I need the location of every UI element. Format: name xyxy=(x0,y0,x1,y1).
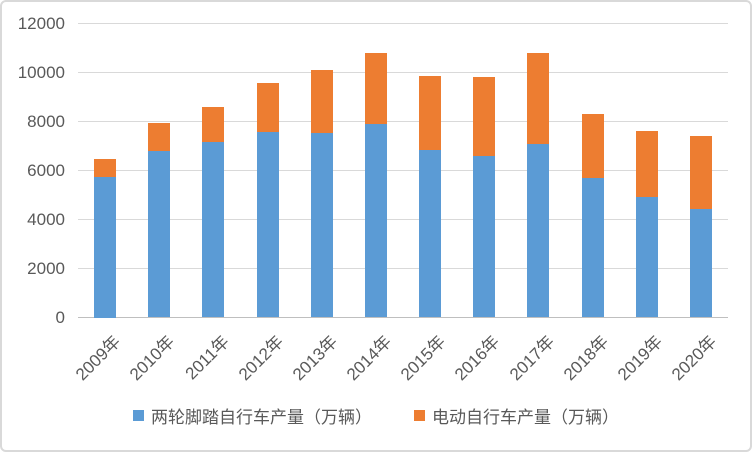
x-axis-tick-label: 2016年 xyxy=(451,332,504,385)
gridline xyxy=(78,121,728,122)
x-axis-tick-label: 2020年 xyxy=(668,332,721,385)
gridline xyxy=(78,72,728,73)
ebike-bar-segment xyxy=(419,76,442,150)
pedal-bicycle-bar-segment xyxy=(581,177,604,318)
x-axis-tick-label: 2015年 xyxy=(397,332,450,385)
ebike-bar-segment xyxy=(473,77,496,156)
pedal-bicycle-bar-segment xyxy=(256,131,279,318)
legend-label-pedal-bicycle: 两轮脚踏自行车产量（万辆） xyxy=(151,408,372,427)
pedal-bicycle-bar-segment xyxy=(419,149,442,318)
gridline xyxy=(78,23,728,24)
pedal-bicycle-bar-segment xyxy=(202,142,225,318)
ebike-bar-segment xyxy=(94,159,117,177)
pedal-bicycle-bar-segment xyxy=(94,176,117,318)
pedal-bicycle-bar-segment xyxy=(635,197,658,318)
legend-item-pedal-bicycle: 两轮脚踏自行车产量（万辆） xyxy=(133,403,372,428)
gridline xyxy=(78,219,728,220)
legend-swatch-pedal-bicycle-icon xyxy=(133,410,144,421)
y-axis-tick-label: 4000 xyxy=(27,209,65,229)
gridline xyxy=(78,268,728,269)
y-axis-tick-label: 6000 xyxy=(27,160,65,180)
y-axis-tick-label: 8000 xyxy=(27,111,65,131)
pedal-bicycle-bar-segment xyxy=(148,150,171,318)
ebike-bar-segment xyxy=(310,70,333,133)
ebike-bar-segment xyxy=(256,82,279,132)
ebike-bar-segment xyxy=(527,52,550,144)
ebike-bar-segment xyxy=(364,52,387,124)
legend-label-ebike: 电动自行车产量（万辆） xyxy=(432,408,619,427)
legend-item-ebike: 电动自行车产量（万辆） xyxy=(414,403,619,428)
ebike-bar-segment xyxy=(581,114,604,178)
y-axis-tick-label: 2000 xyxy=(27,258,65,278)
x-axis-tick-label: 2012年 xyxy=(234,332,288,385)
chart-legend: 两轮脚踏自行车产量（万辆） 电动自行车产量（万辆） xyxy=(2,403,750,428)
pedal-bicycle-bar-segment xyxy=(473,155,496,318)
pedal-bicycle-bar-segment xyxy=(689,208,712,318)
x-axis-tick-label: 2011年 xyxy=(181,332,233,384)
gridline xyxy=(78,170,728,171)
x-axis-tick-label: 2009年 xyxy=(72,332,125,385)
ebike-bar-segment xyxy=(689,136,712,209)
ebike-bar-segment xyxy=(635,130,658,198)
pedal-bicycle-bar-segment xyxy=(310,132,333,318)
x-axis-tick-label: 2014年 xyxy=(343,332,396,385)
legend-swatch-ebike-icon xyxy=(414,410,425,421)
x-axis-tick-label: 2018年 xyxy=(559,332,613,385)
y-axis-tick-label: 10000 xyxy=(17,62,65,82)
ebike-bar-segment xyxy=(202,106,225,143)
x-axis-tick-label: 2017年 xyxy=(505,332,558,385)
x-axis-tick-label: 2019年 xyxy=(613,332,667,385)
x-axis-tick-label: 2013年 xyxy=(288,332,342,385)
ebike-bar-segment xyxy=(148,122,171,151)
pedal-bicycle-bar-segment xyxy=(527,143,550,318)
y-axis-tick-label: 0 xyxy=(55,307,65,327)
pedal-bicycle-bar-segment xyxy=(364,123,387,318)
y-axis-tick-label: 12000 xyxy=(17,13,65,33)
x-axis-tick-label: 2010年 xyxy=(126,332,179,385)
x-axis-line xyxy=(78,317,728,318)
